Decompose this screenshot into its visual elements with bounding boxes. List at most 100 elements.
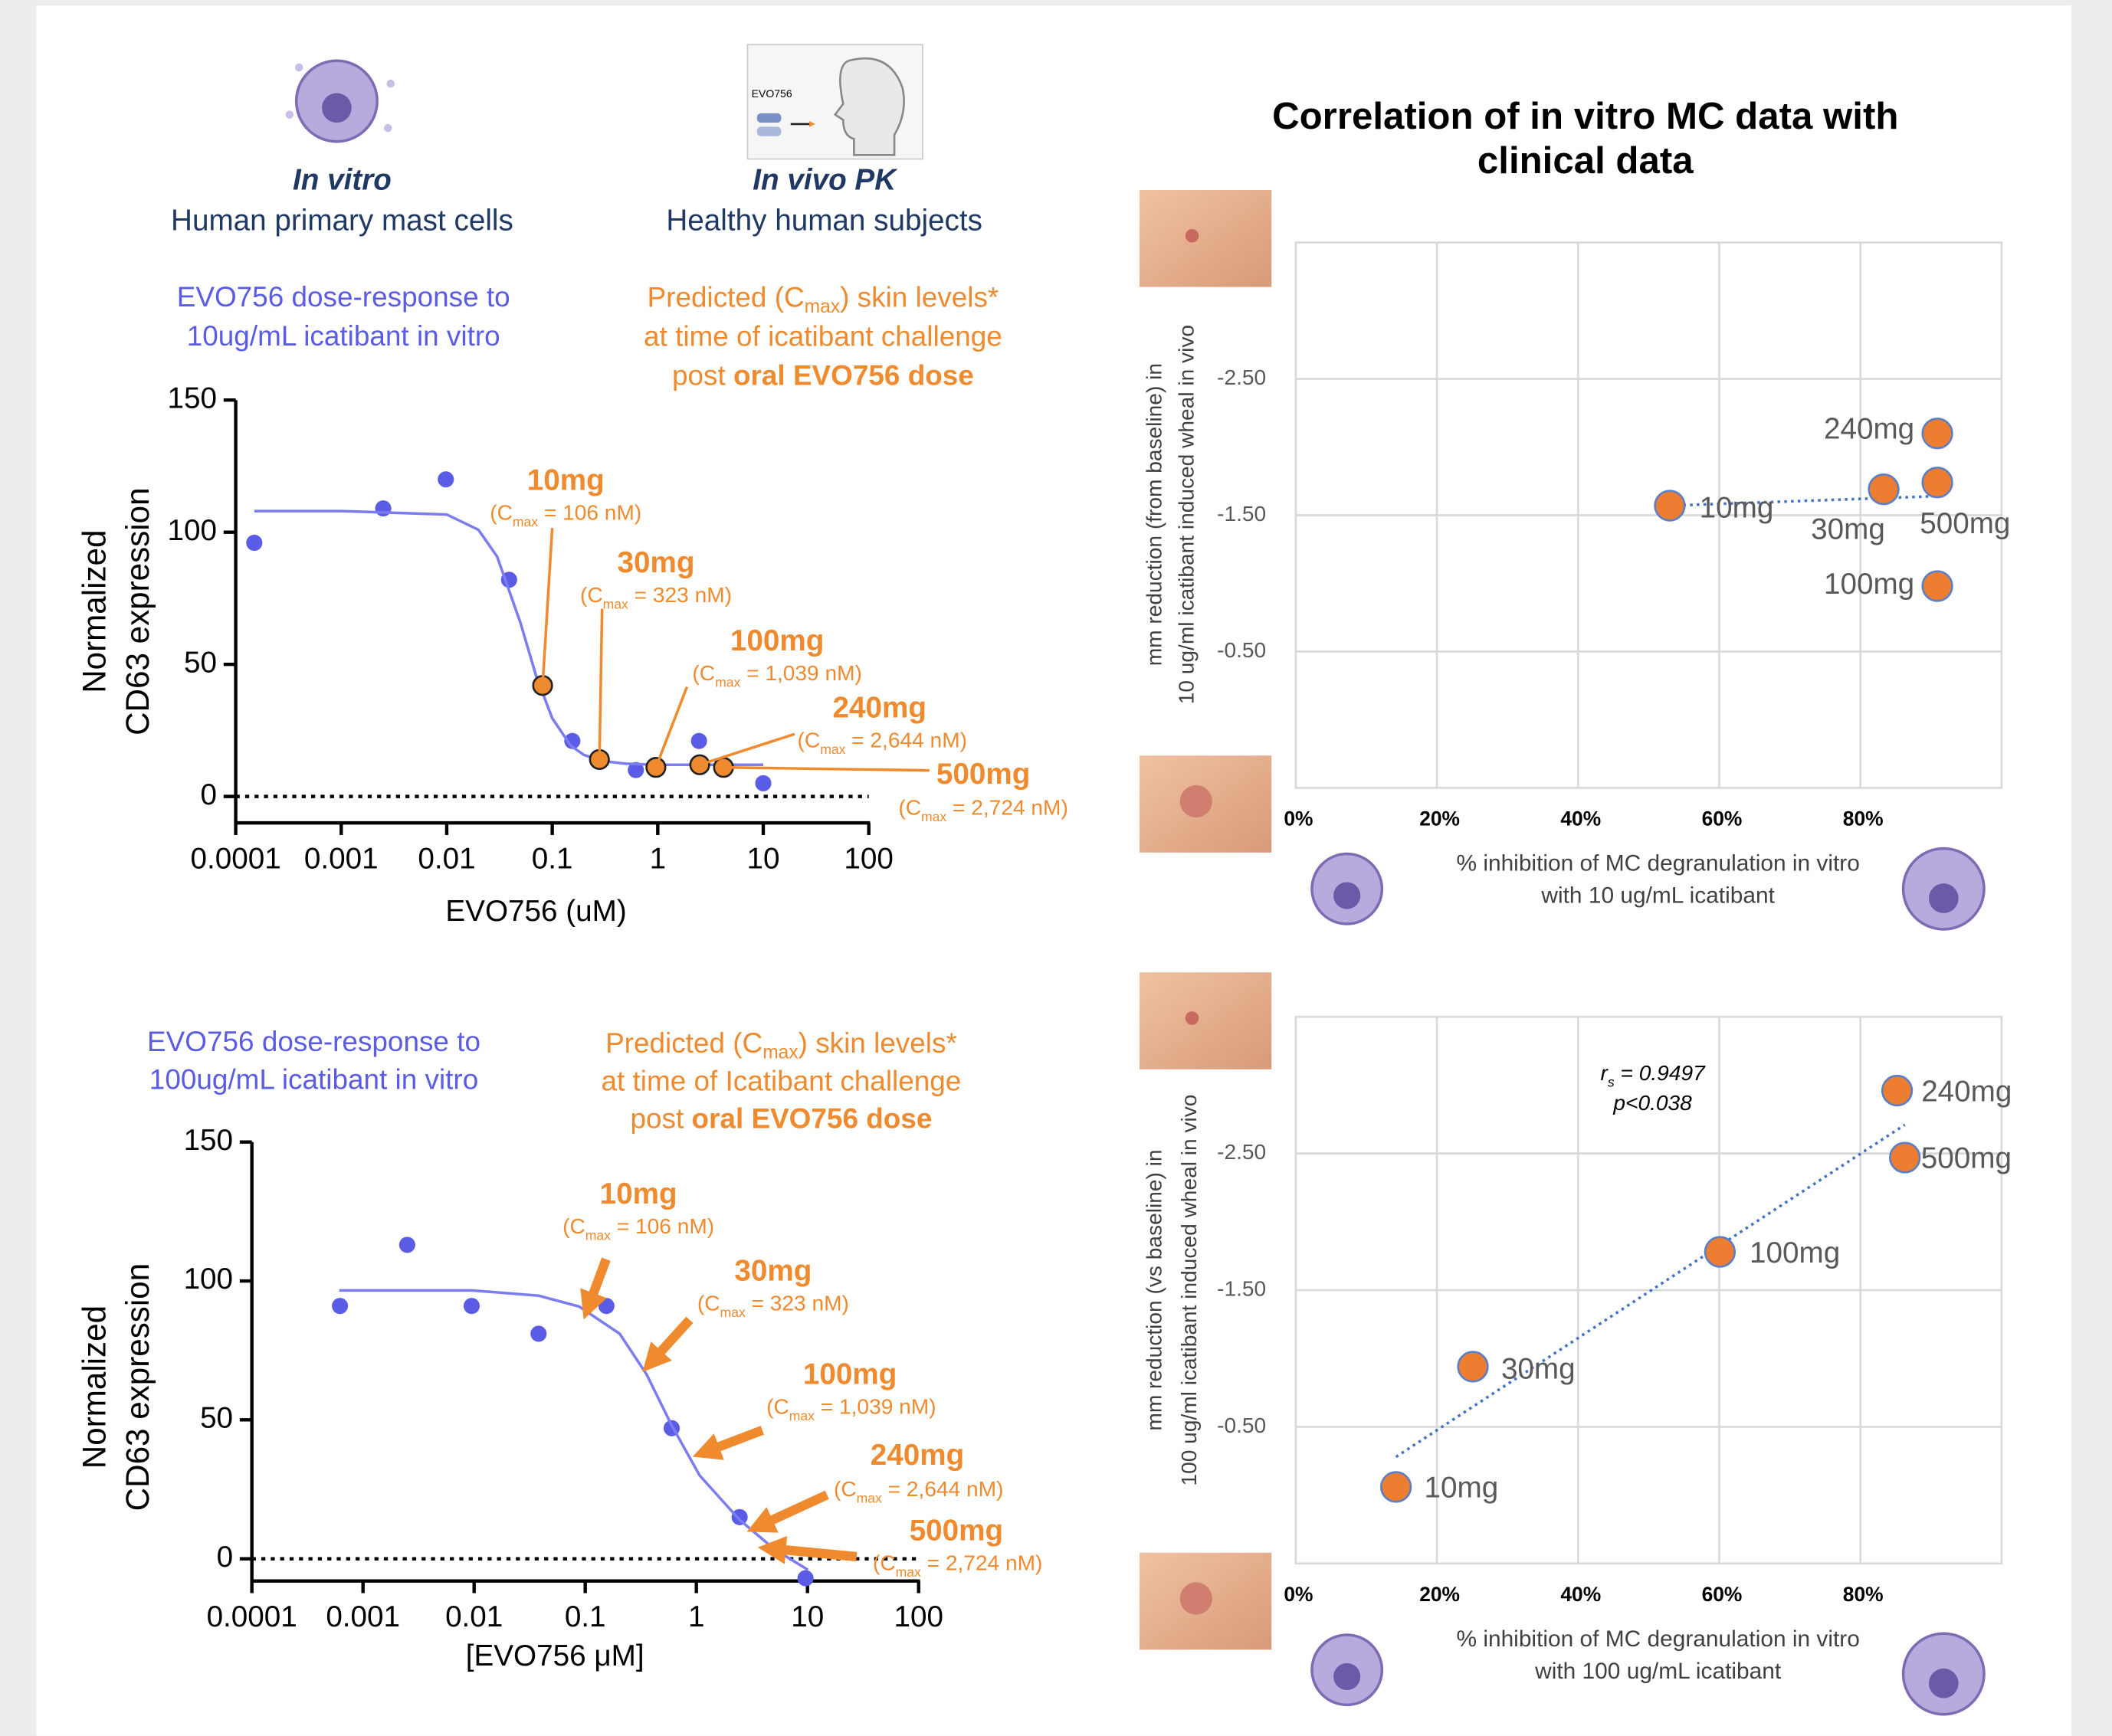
y-tick-label: 150	[167, 382, 217, 414]
y-axis-title: CD63 expression	[120, 1263, 156, 1511]
y-axis-title: 100 ug/ml icatibant induced wheal in viv…	[1177, 1095, 1201, 1486]
data-point	[1869, 474, 1899, 504]
data-point	[732, 1509, 748, 1525]
chart-title: EVO756 dose-response to	[147, 1026, 480, 1057]
dose-label: 10mg	[600, 1178, 677, 1210]
in-vivo-subheading: Healthy human subjects	[666, 204, 982, 237]
dose-label: 240mg	[871, 1439, 964, 1472]
y-tick-label: 150	[184, 1124, 233, 1157]
cmax-label-part: (C	[562, 1215, 585, 1239]
data-point	[399, 1236, 415, 1253]
chart-subtitle-part: post	[672, 359, 733, 391]
y-tick-label: 50	[184, 646, 217, 679]
cmax-label-part: max	[585, 1227, 611, 1243]
data-point	[464, 1298, 480, 1314]
chart-subtitle-part: ) skin levels*	[840, 281, 999, 313]
x-tick-label: 60%	[1702, 807, 1743, 830]
cmax-label-part: max	[789, 1408, 815, 1423]
x-tick-label: 0.0001	[190, 843, 280, 876]
chart-subtitle-part: at time of Icatibant challenge	[602, 1065, 962, 1096]
x-tick-label: 20%	[1419, 807, 1460, 830]
x-tick-label: 60%	[1702, 1583, 1743, 1606]
in-vivo-heading: In vivo PK	[753, 164, 898, 197]
subject-icon	[747, 44, 922, 159]
dose-label: 240mg	[833, 692, 926, 725]
y-tick-label: 100	[184, 1263, 233, 1295]
drug-label: EVO756	[752, 87, 792, 100]
cmax-label-part: max	[820, 742, 845, 757]
cmax-label-part: (C	[798, 729, 821, 752]
cmax-label-part: max	[513, 514, 538, 529]
cmax-label-part: = 2,644 nM)	[845, 729, 967, 752]
point-label: 500mg	[1920, 507, 2010, 540]
chart-subtitle: post oral EVO756 dose	[672, 359, 974, 391]
x-axis-title: [EVO756 μM]	[466, 1639, 644, 1672]
data-point	[691, 733, 707, 749]
x-tick-label: 40%	[1560, 807, 1601, 830]
chart-title: 10ug/mL icatibant in vitro	[187, 320, 500, 352]
data-point	[1381, 1472, 1411, 1502]
cmax-label-part: = 323 nM)	[746, 1292, 849, 1315]
figure: EVO756 In vitro Human primary mast cells…	[0, 0, 2112, 1736]
y-axis-title: CD63 expression	[120, 487, 156, 735]
in-vitro-heading: In vitro	[293, 164, 392, 197]
x-tick-label: 10	[747, 843, 780, 876]
cmax-label-part: = 106 nM)	[538, 501, 641, 525]
point-label: 30mg	[1501, 1352, 1576, 1385]
x-tick-label: 0.01	[445, 1600, 503, 1633]
cmax-label-part: = 2,724 nM)	[921, 1551, 1043, 1575]
x-tick-label: 0.001	[304, 843, 379, 876]
chart-subtitle-part: ) skin levels*	[799, 1027, 957, 1059]
y-tick-label: -1.50	[1217, 502, 1266, 526]
point-label: 10mg	[1700, 492, 1774, 525]
data-point	[438, 471, 454, 487]
data-point	[755, 775, 771, 791]
y-tick-label: -0.50	[1217, 1413, 1266, 1437]
y-tick-label: 0	[200, 778, 217, 811]
point-label: 500mg	[1921, 1142, 2012, 1175]
chart-subtitle-part: post	[631, 1102, 692, 1134]
cmax-label-part: = 2,724 nM)	[946, 796, 1068, 820]
cmax-label-part: max	[720, 1305, 746, 1320]
dose-label: 100mg	[730, 624, 824, 657]
y-tick-label: -1.50	[1217, 1276, 1266, 1300]
cmax-label-part: (C	[490, 501, 513, 525]
x-tick-label: 40%	[1560, 1583, 1601, 1606]
cmax-label-part: max	[603, 596, 628, 611]
cmax-label-part: (C	[697, 1292, 720, 1315]
data-point	[1705, 1237, 1735, 1267]
x-axis-title: % inhibition of MC degranulation in vitr…	[1456, 1626, 1859, 1652]
x-tick-label: 80%	[1843, 1583, 1884, 1606]
y-axis-title: Normalized	[77, 530, 113, 693]
cmax-label-part: (C	[692, 661, 715, 685]
chart-subtitle-part: Predicted (C	[605, 1027, 762, 1059]
data-point	[246, 535, 262, 551]
cmax-label-part: = 323 nM)	[628, 583, 732, 607]
x-tick-label: 0.1	[532, 843, 573, 876]
y-axis-title: Normalized	[77, 1305, 113, 1469]
chart-subtitle: at time of Icatibant challenge	[602, 1065, 962, 1096]
point-label: 240mg	[1824, 412, 1914, 445]
correlation-title: clinical data	[1477, 139, 1694, 182]
x-tick-label: 0.001	[326, 1600, 400, 1633]
data-point	[599, 1298, 615, 1314]
dose-label: 30mg	[617, 546, 694, 579]
data-point	[530, 1325, 546, 1341]
x-tick-label: 1	[650, 843, 667, 876]
cmax-label-part: (C	[766, 1395, 789, 1419]
x-axis-title: with 100 ug/mL icatibant	[1534, 1659, 1782, 1684]
dose-label: 500mg	[936, 758, 1030, 791]
y-tick-label: 100	[167, 514, 217, 547]
cmax-label-part: max	[921, 809, 946, 824]
cmax-label-part: = 106 nM)	[611, 1215, 714, 1239]
x-tick-label: 10	[791, 1600, 824, 1633]
dose-label: 100mg	[803, 1358, 897, 1391]
chart-subtitle-part: oral EVO756 dose	[733, 359, 974, 391]
x-axis-title: % inhibition of MC degranulation in vitr…	[1456, 850, 1859, 876]
data-point	[798, 1571, 814, 1587]
y-tick-label: -2.50	[1217, 365, 1266, 389]
cmax-label-part: = 1,039 nM)	[740, 661, 862, 685]
point-label: 100mg	[1750, 1236, 1840, 1269]
x-axis-title: with 10 ug/mL icatibant	[1540, 883, 1775, 909]
chart-subtitle: at time of icatibant challenge	[644, 320, 1002, 352]
